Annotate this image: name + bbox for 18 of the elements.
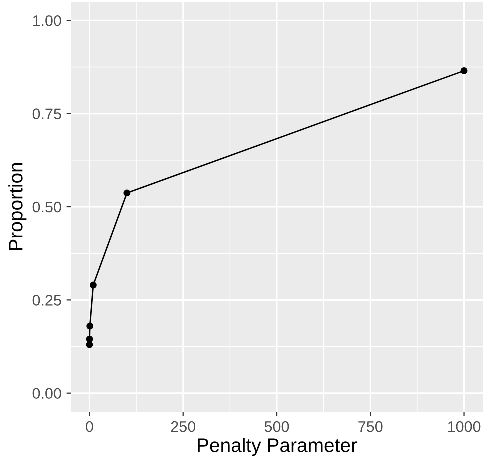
x-tick-label: 1000 [448,421,481,432]
x-tick-label: 750 [358,421,383,432]
y-tick-label: 0.25 [32,295,62,306]
x-tick-label: 0 [86,421,94,432]
y-axis-title: Proportion [8,163,27,250]
x-tick-label: 250 [171,421,196,432]
point [86,322,94,330]
y-tick-label: 0.50 [32,202,62,213]
point [86,341,94,348]
x-axis-title: Penalty Parameter [198,438,358,456]
point [124,190,131,197]
y-tick-label: 1.00 [33,16,62,26]
y-tick-label: 0.75 [32,108,62,120]
x-tick-label: 500 [264,421,290,432]
point [90,282,97,289]
point [460,67,468,74]
y-tick-label: 0.00 [32,388,62,400]
point [86,336,94,343]
